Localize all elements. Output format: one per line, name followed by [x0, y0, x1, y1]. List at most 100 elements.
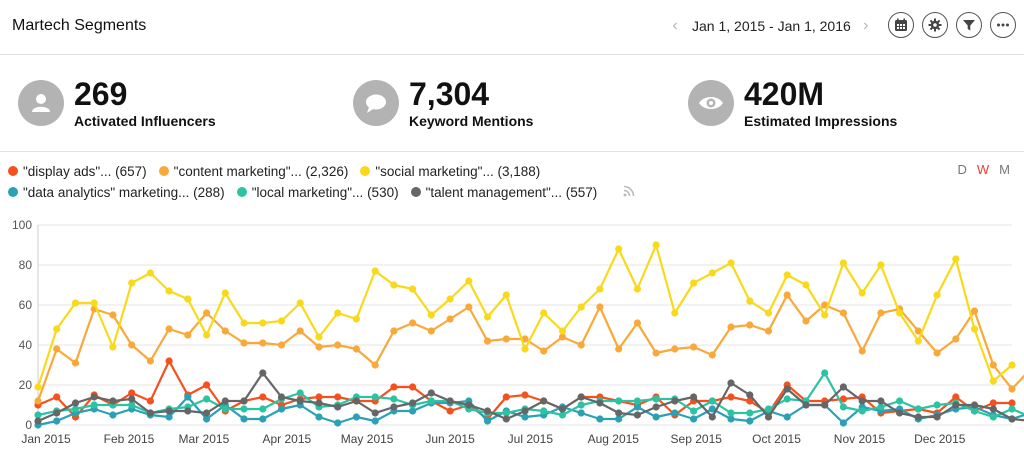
data-point: [109, 397, 117, 405]
data-point: [652, 241, 660, 249]
data-point: [352, 345, 360, 353]
more-button[interactable]: [990, 12, 1016, 38]
data-point: [952, 255, 960, 263]
data-point: [933, 291, 941, 299]
date-range-picker[interactable]: Jan 1, 2015 - Jan 1, 2016: [692, 18, 851, 34]
legend-label: "content marketing"... (2,326): [173, 163, 349, 179]
data-point: [970, 401, 979, 409]
data-point: [540, 407, 548, 415]
granularity-week[interactable]: W: [976, 162, 990, 177]
chevron-right-icon[interactable]: ›: [863, 17, 869, 34]
data-point: [783, 385, 791, 393]
data-point: [690, 393, 698, 401]
data-point: [184, 407, 192, 415]
data-point: [390, 383, 398, 391]
legend-dot: [360, 166, 371, 176]
data-point: [521, 407, 529, 415]
filter-button[interactable]: [956, 12, 982, 38]
data-point: [858, 397, 866, 405]
data-point: [128, 279, 136, 287]
data-point: [690, 415, 698, 423]
data-point: [783, 271, 791, 279]
data-point: [446, 295, 454, 303]
legend-label: "data analytics" marketing... (288): [23, 184, 225, 200]
data-point: [989, 405, 997, 413]
data-point: [540, 309, 548, 317]
data-point: [53, 345, 61, 353]
data-point: [633, 285, 642, 293]
data-point: [53, 393, 61, 401]
filter-icon: [963, 20, 975, 31]
data-point: [203, 331, 211, 339]
data-point: [783, 413, 791, 421]
rss-icon[interactable]: [623, 185, 635, 200]
data-point: [427, 327, 435, 335]
data-point: [427, 389, 435, 397]
series-line: [36, 243, 1013, 388]
data-point: [409, 407, 417, 415]
data-point: [914, 327, 922, 335]
data-point: [390, 395, 398, 403]
data-point: [970, 325, 979, 333]
data-point: [259, 405, 267, 413]
data-point: [521, 345, 529, 353]
data-point: [540, 397, 548, 405]
data-point: [240, 415, 248, 423]
data-point: [259, 339, 267, 347]
data-point: [90, 393, 98, 401]
data-point: [296, 327, 304, 335]
data-point: [746, 321, 754, 329]
legend-item[interactable]: "local marketing"... (530): [236, 185, 399, 200]
legend-item[interactable]: "social marketing"... (3,188): [360, 164, 540, 179]
data-point: [128, 389, 136, 397]
calendar-button[interactable]: [888, 12, 914, 38]
legend-item[interactable]: "talent management"... (557): [410, 185, 597, 200]
data-point: [53, 417, 61, 425]
data-point: [465, 303, 473, 311]
data-point: [652, 395, 660, 403]
data-point: [371, 393, 379, 401]
data-point: [521, 413, 529, 421]
x-tick-label: Feb 2015: [104, 432, 155, 446]
data-point: [446, 397, 454, 405]
data-point: [615, 409, 623, 417]
data-point: [671, 345, 679, 353]
data-point: [483, 313, 492, 321]
data-point: [409, 285, 417, 293]
data-point: [596, 399, 604, 407]
data-point: [296, 389, 304, 397]
legend-item[interactable]: "display ads"... (657): [8, 164, 147, 179]
data-point: [914, 405, 922, 413]
legend-dot: [158, 166, 169, 176]
data-point: [652, 349, 660, 357]
data-point: [259, 393, 267, 401]
data-point: [334, 309, 342, 317]
x-tick-label: Sep 2015: [671, 432, 723, 446]
data-point: [877, 403, 885, 411]
data-point: [596, 415, 604, 423]
data-point: [727, 393, 735, 401]
settings-button[interactable]: [922, 12, 948, 38]
metric-value: 420M: [744, 76, 825, 112]
granularity-day[interactable]: D: [957, 162, 967, 177]
x-tick-label: Jun 2015: [425, 432, 475, 446]
data-point: [146, 397, 154, 405]
legend-item[interactable]: "content marketing"... (2,326): [158, 163, 349, 179]
data-point: [502, 415, 510, 423]
granularity-month[interactable]: M: [999, 162, 1010, 177]
data-point: [970, 407, 979, 415]
data-point: [1008, 405, 1016, 413]
data-point: [671, 309, 679, 317]
chevron-left-icon[interactable]: ‹: [672, 17, 678, 34]
data-point: [746, 297, 754, 305]
mentions-chart: 0 20 40 60 80 100 Jan 2015 Feb 2015 Mar 2015 Apr …: [0, 215, 1024, 455]
data-point: [334, 341, 342, 349]
data-point: [165, 325, 173, 333]
data-point: [446, 407, 454, 415]
legend-item[interactable]: "data analytics" marketing... (288): [8, 185, 225, 200]
data-point: [690, 343, 698, 351]
data-point: [933, 413, 941, 421]
data-point: [296, 299, 304, 307]
data-point: [877, 309, 885, 317]
data-point: [371, 267, 379, 275]
